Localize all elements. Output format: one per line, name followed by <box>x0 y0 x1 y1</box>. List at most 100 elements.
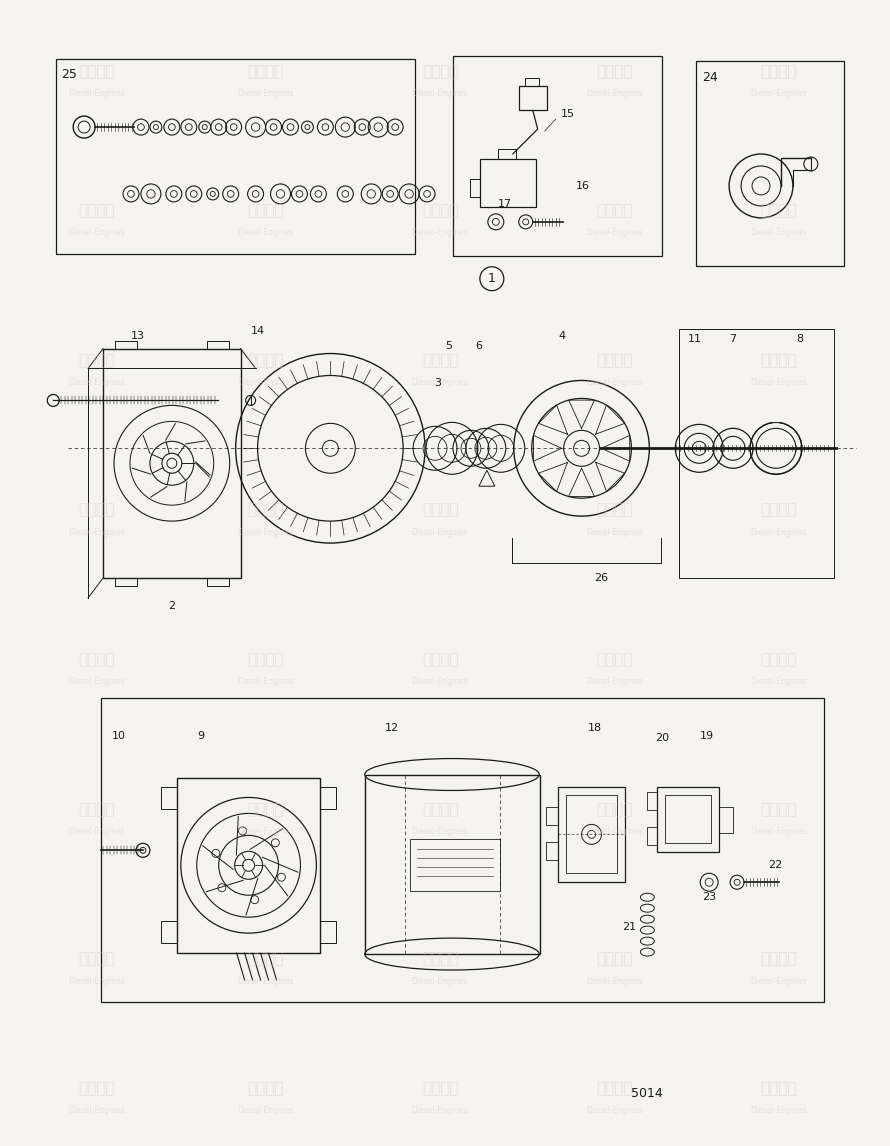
Bar <box>161 787 177 809</box>
Text: 4: 4 <box>558 330 565 340</box>
Text: 紫发动力: 紫发动力 <box>422 951 458 966</box>
Text: Diesel-Engines: Diesel-Engines <box>68 1106 125 1115</box>
Text: Diesel-Engines: Diesel-Engines <box>68 88 125 97</box>
Bar <box>410 839 500 892</box>
Bar <box>115 340 137 348</box>
Text: 紫发动力: 紫发动力 <box>247 353 284 368</box>
Text: Diesel-Engines: Diesel-Engines <box>68 378 125 387</box>
Bar <box>546 842 558 861</box>
Bar <box>480 159 536 207</box>
Bar <box>679 329 834 578</box>
Text: 紫发动力: 紫发动力 <box>247 1081 284 1097</box>
Text: Diesel-Engines: Diesel-Engines <box>238 827 294 835</box>
Text: 紫发动力: 紫发动力 <box>596 1081 633 1097</box>
Text: 紫发动力: 紫发动力 <box>596 503 633 518</box>
Bar <box>658 787 719 853</box>
Bar <box>546 808 558 825</box>
Text: 2: 2 <box>168 601 175 611</box>
Text: 紫发动力: 紫发动力 <box>422 1081 458 1097</box>
Text: 6: 6 <box>475 340 482 351</box>
Text: 紫发动力: 紫发动力 <box>422 802 458 817</box>
Text: 11: 11 <box>688 333 702 344</box>
Text: 紫发动力: 紫发动力 <box>761 951 797 966</box>
Text: Diesel-Engines: Diesel-Engines <box>412 527 468 536</box>
Text: 9: 9 <box>198 731 205 740</box>
Bar <box>177 777 320 953</box>
Text: Diesel-Engines: Diesel-Engines <box>412 88 468 97</box>
Bar <box>206 578 229 586</box>
Text: 紫发动力: 紫发动力 <box>247 652 284 667</box>
Text: 紫发动力: 紫发动力 <box>761 1081 797 1097</box>
Bar <box>115 578 137 586</box>
Text: Diesel-Engines: Diesel-Engines <box>68 827 125 835</box>
Text: 紫发动力: 紫发动力 <box>247 203 284 219</box>
Bar <box>696 61 844 266</box>
Text: 紫发动力: 紫发动力 <box>596 951 633 966</box>
Text: 紫发动力: 紫发动力 <box>761 353 797 368</box>
Text: Diesel-Engines: Diesel-Engines <box>68 527 125 536</box>
Text: 紫发动力: 紫发动力 <box>77 503 114 518</box>
Text: 紫发动力: 紫发动力 <box>422 203 458 219</box>
Text: Diesel-Engines: Diesel-Engines <box>750 88 807 97</box>
Text: 紫发动力: 紫发动力 <box>422 503 458 518</box>
Text: 23: 23 <box>702 893 716 902</box>
Text: Diesel-Engines: Diesel-Engines <box>68 677 125 686</box>
Text: Diesel-Engines: Diesel-Engines <box>587 976 643 986</box>
Bar <box>519 86 546 110</box>
Text: Diesel-Engines: Diesel-Engines <box>587 527 643 536</box>
Bar <box>647 793 658 810</box>
Text: 18: 18 <box>587 723 602 732</box>
Text: 紫发动力: 紫发动力 <box>596 353 633 368</box>
Text: Diesel-Engines: Diesel-Engines <box>238 1106 294 1115</box>
Text: 紫发动力: 紫发动力 <box>761 652 797 667</box>
Text: 紫发动力: 紫发动力 <box>77 353 114 368</box>
Text: 26: 26 <box>595 573 609 583</box>
Bar <box>101 698 824 1002</box>
Text: 10: 10 <box>112 731 126 740</box>
Text: Diesel-Engines: Diesel-Engines <box>587 378 643 387</box>
Bar <box>719 808 733 833</box>
Text: 紫发动力: 紫发动力 <box>247 802 284 817</box>
Text: 紫发动力: 紫发动力 <box>596 652 633 667</box>
Text: Diesel-Engines: Diesel-Engines <box>238 527 294 536</box>
Text: Diesel-Engines: Diesel-Engines <box>750 976 807 986</box>
Text: Diesel-Engines: Diesel-Engines <box>68 976 125 986</box>
Text: Diesel-Engines: Diesel-Engines <box>587 88 643 97</box>
Text: 紫发动力: 紫发动力 <box>77 951 114 966</box>
Text: 紫发动力: 紫发动力 <box>77 802 114 817</box>
Text: 19: 19 <box>700 731 715 740</box>
Text: 17: 17 <box>498 199 512 209</box>
Text: 16: 16 <box>576 181 589 191</box>
Text: 15: 15 <box>561 109 575 119</box>
Bar <box>365 775 539 955</box>
Text: 1: 1 <box>488 273 496 285</box>
Text: Diesel-Engines: Diesel-Engines <box>238 88 294 97</box>
Bar <box>103 348 240 578</box>
Text: 紫发动力: 紫发动力 <box>761 203 797 219</box>
Text: 7: 7 <box>730 333 737 344</box>
Bar <box>453 56 662 256</box>
Text: 紫发动力: 紫发动力 <box>247 64 284 79</box>
Text: Diesel-Engines: Diesel-Engines <box>412 827 468 835</box>
Text: 20: 20 <box>655 732 669 743</box>
Text: 24: 24 <box>702 71 718 84</box>
Text: 紫发动力: 紫发动力 <box>761 503 797 518</box>
Text: 紫发动力: 紫发动力 <box>77 652 114 667</box>
Text: 紫发动力: 紫发动力 <box>77 203 114 219</box>
Text: Diesel-Engines: Diesel-Engines <box>412 976 468 986</box>
Text: Diesel-Engines: Diesel-Engines <box>750 527 807 536</box>
Text: Diesel-Engines: Diesel-Engines <box>587 827 643 835</box>
Text: Diesel-Engines: Diesel-Engines <box>587 228 643 237</box>
Text: 5: 5 <box>446 340 452 351</box>
Text: 紫发动力: 紫发动力 <box>596 802 633 817</box>
Text: Diesel-Engines: Diesel-Engines <box>412 1106 468 1115</box>
Text: 21: 21 <box>622 923 636 932</box>
Text: 紫发动力: 紫发动力 <box>761 802 797 817</box>
Bar <box>320 787 336 809</box>
Text: Diesel-Engines: Diesel-Engines <box>750 378 807 387</box>
Bar <box>525 78 538 86</box>
Text: Diesel-Engines: Diesel-Engines <box>238 228 294 237</box>
Text: 紫发动力: 紫发动力 <box>77 1081 114 1097</box>
Bar <box>558 787 626 882</box>
Text: 5014: 5014 <box>632 1088 663 1100</box>
